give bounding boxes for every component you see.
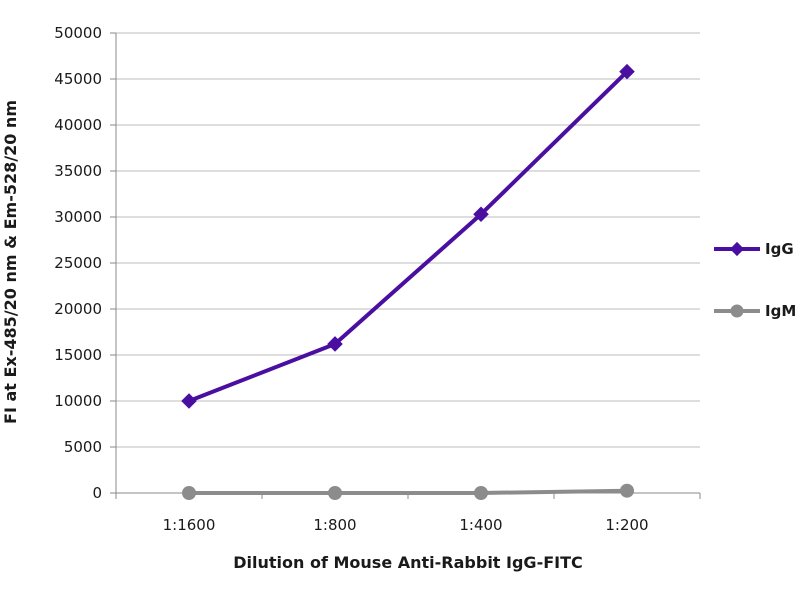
y-tick-label: 25000 <box>54 254 102 272</box>
legend-igg-marker <box>729 241 745 257</box>
data-point-igm <box>182 486 196 500</box>
x-tick-label: 1:1600 <box>163 516 216 534</box>
series-line-igm <box>187 488 629 495</box>
legend-item-igg: IgG <box>714 240 794 258</box>
y-tick-label: 40000 <box>54 116 102 134</box>
y-tick-label: 20000 <box>54 300 102 318</box>
data-point-igg <box>181 393 197 409</box>
y-tick-label: 10000 <box>54 392 102 410</box>
data-point-igm <box>620 483 634 498</box>
legend-igm-marker <box>730 304 744 318</box>
x-tick-label: 1:400 <box>459 516 502 534</box>
series-line-igg <box>187 69 629 403</box>
data-point-igm <box>328 486 342 500</box>
gridlines <box>116 32 700 448</box>
legend-item-igm: IgM <box>714 302 796 320</box>
series-lines <box>187 69 629 495</box>
y-tick-label: 5000 <box>64 438 102 456</box>
y-tick-label: 0 <box>92 484 102 502</box>
x-tick-labels: 1:1600 1:800 1:400 1:200 <box>163 516 649 534</box>
data-point-igm <box>474 486 488 500</box>
y-tick-label: 45000 <box>54 70 102 88</box>
data-point-igg <box>473 206 489 223</box>
legend-label-igg: IgG <box>765 240 794 258</box>
y-tick-label: 35000 <box>54 162 102 180</box>
y-tick-label: 30000 <box>54 208 102 226</box>
y-tick-label: 50000 <box>54 24 102 42</box>
y-tick-label: 15000 <box>54 346 102 364</box>
axes <box>110 32 701 499</box>
legend: IgG IgM <box>714 240 796 320</box>
x-axis-title: Dilution of Mouse Anti-Rabbit IgG-FITC <box>233 553 583 572</box>
x-tick-label: 1:200 <box>605 516 648 534</box>
y-axis-title: FI at Ex-485/20 nm & Em-528/20 nm <box>1 100 20 424</box>
y-tick-labels: 0 5000 10000 15000 20000 25000 30000 35000 40000… <box>54 24 102 502</box>
legend-label-igm: IgM <box>765 302 796 320</box>
x-tick-label: 1:800 <box>313 516 356 534</box>
